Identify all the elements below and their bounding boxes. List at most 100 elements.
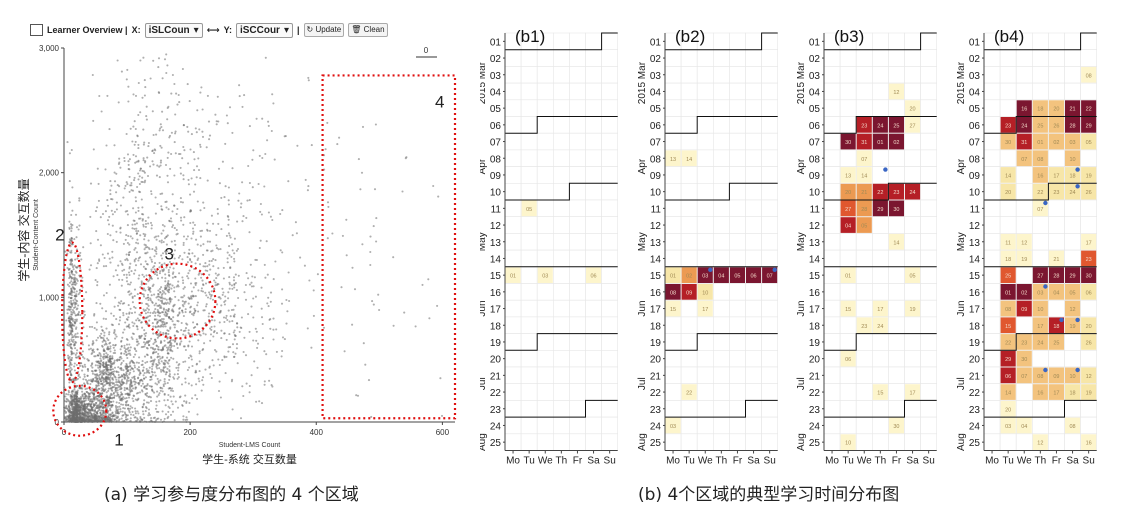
scatter-point (159, 319, 162, 322)
scatter-point (135, 222, 138, 225)
scatter-point (175, 285, 178, 288)
scatter-point (111, 370, 115, 373)
scatter-point (356, 394, 360, 397)
scatter-point (143, 329, 146, 332)
scatter-point (170, 389, 173, 392)
row-label: 02 (809, 54, 821, 65)
scatter-point (119, 308, 122, 311)
scatter-point (392, 256, 395, 259)
scatter-point (76, 335, 80, 339)
scatter-point (83, 313, 86, 316)
scatter-point (171, 308, 174, 311)
heatmap-cell-empty (585, 416, 602, 435)
scatter-point (161, 289, 164, 292)
scatter-point (113, 349, 116, 352)
y-axis-select[interactable]: iSCCour ▾ (235, 22, 293, 38)
scatter-point (145, 384, 148, 387)
scatter-point (217, 267, 220, 270)
scatter-point (247, 164, 250, 168)
scatter-point (220, 228, 223, 231)
heatmap-cell-empty (504, 132, 522, 151)
scatter-point (269, 215, 272, 218)
clean-button[interactable]: 🗑 Clean (348, 23, 388, 37)
scatter-point (235, 289, 238, 292)
scatter-point (95, 267, 98, 270)
scatter-point (109, 189, 112, 192)
scatter-point (164, 292, 167, 295)
scatter-point (164, 310, 167, 313)
scatter-point (141, 169, 144, 172)
x-axis-label: X: (131, 25, 141, 35)
heatmap-cell-empty (920, 400, 938, 418)
scatter-point (222, 277, 225, 280)
scatter-point (215, 120, 218, 123)
swap-axes-icon[interactable]: ⟷ (206, 24, 220, 35)
scatter-point (109, 387, 112, 390)
scatter-point (178, 254, 182, 257)
row-label: 24 (809, 421, 821, 432)
scatter-point (166, 118, 169, 121)
scatter-point (135, 241, 138, 244)
scatter-point (111, 213, 114, 216)
heatmap-cell-empty (504, 116, 522, 134)
scatter-point (261, 322, 264, 326)
scatter-point (231, 408, 234, 411)
month-boundary (824, 116, 937, 134)
scatter-point (247, 277, 250, 280)
scatter-point (91, 398, 94, 401)
scatter-point (195, 333, 198, 337)
scatter-point (86, 380, 89, 383)
heatmap-cell (681, 384, 697, 400)
heatmap-cell-empty (601, 266, 618, 284)
heatmap-cell-label: 25 (893, 123, 899, 129)
scatter-point (114, 269, 117, 272)
scatter-point (173, 326, 176, 329)
scatter-point (239, 417, 243, 420)
scatter-point (152, 325, 155, 328)
scatter-point (113, 144, 116, 147)
scatter-point (188, 366, 191, 369)
scatter-point (117, 379, 120, 382)
scatter-point (199, 143, 202, 146)
scatter-point (223, 320, 226, 324)
scatter-point (123, 273, 126, 276)
scatter-point (149, 256, 152, 259)
scatter-point (281, 251, 284, 254)
heatmap-cell-empty (823, 266, 841, 284)
scatter-point (195, 238, 198, 241)
scatter-point (146, 174, 150, 178)
scatter-point (86, 391, 89, 394)
scatter-point (267, 120, 270, 123)
scatter-point (215, 247, 219, 250)
scatter-point (184, 377, 187, 380)
scatter-point (74, 258, 77, 261)
scatter-point (102, 379, 105, 382)
x-axis-select[interactable]: iSLCoun ▾ (144, 22, 203, 38)
scatter-point (161, 311, 165, 314)
heatmap-cell-empty (729, 349, 746, 368)
scatter-point (124, 416, 127, 419)
heatmap-cell-empty (904, 199, 921, 218)
heatmap-cell-empty (504, 99, 522, 117)
update-button[interactable]: ↻ Update (303, 23, 345, 37)
scatter-point (137, 178, 140, 181)
scatter-point (131, 367, 135, 371)
scatter-point (201, 130, 204, 133)
heatmap-cell (888, 200, 904, 217)
scatter-point (152, 59, 155, 62)
scatter-point (128, 323, 131, 326)
scatter-point (71, 415, 74, 418)
scatter-point (102, 317, 105, 320)
heatmap-cell-empty (585, 299, 602, 318)
scatter-point (288, 299, 291, 303)
scatter-point (229, 315, 232, 318)
scatter-point (169, 283, 172, 286)
scatter-point (173, 344, 176, 348)
scatter-point (75, 404, 78, 407)
scatter-point (81, 276, 84, 279)
heatmap-cell (681, 284, 697, 300)
scatter-point (160, 232, 163, 235)
scatter-point (177, 376, 180, 379)
scatter-point (104, 388, 107, 391)
